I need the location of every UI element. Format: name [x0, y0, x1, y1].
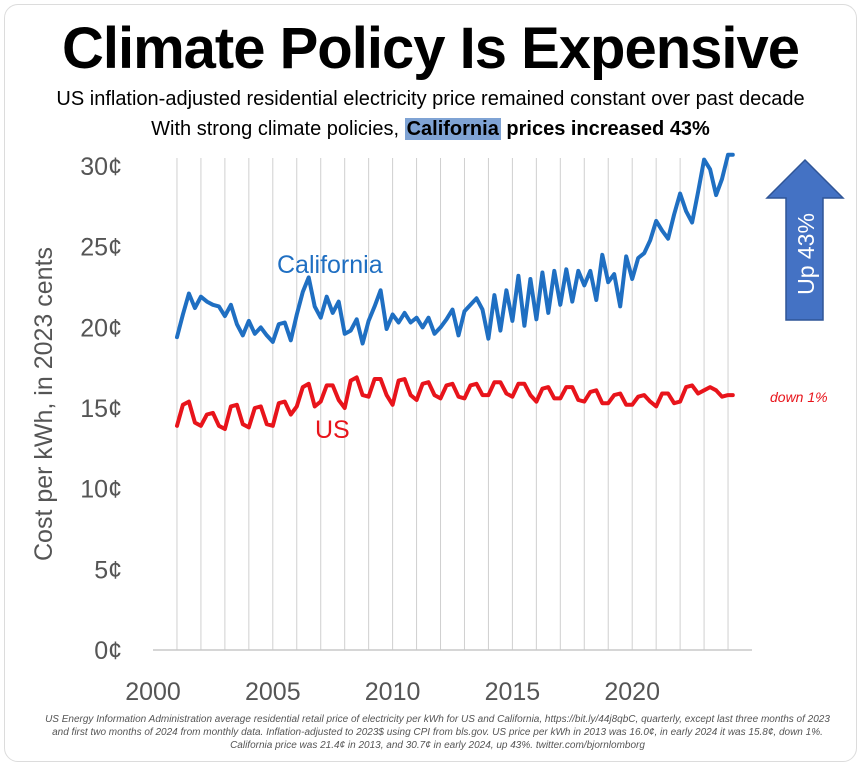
x-tick-label: 2020 [604, 678, 660, 706]
y-tick-label: 30¢ [80, 153, 122, 181]
up-arrow-icon [765, 158, 845, 321]
subtitle-2-suffix: prices increased 43% [500, 118, 710, 140]
y-tick-label: 10¢ [80, 476, 122, 504]
series-line-us [175, 375, 735, 431]
y-tick-label: 25¢ [80, 234, 122, 262]
us-end-annotation: down 1% [770, 389, 828, 405]
x-tick-label: 2015 [485, 678, 541, 706]
series-label-us: US [315, 416, 350, 444]
y-tick-label: 5¢ [94, 556, 122, 584]
chart-title: Climate Policy Is Expensive [61, 16, 800, 81]
y-axis-label: Cost per kWh, in 2023 cents [30, 247, 58, 561]
y-tick-label: 20¢ [80, 314, 122, 342]
chart-subtitle-1: US inflation-adjusted residential electr… [56, 88, 805, 110]
footnote: US Energy Information Administration ave… [45, 714, 830, 751]
x-tick-label: 2000 [125, 678, 181, 706]
x-tick-label: 2005 [245, 678, 301, 706]
y-tick-label: 0¢ [94, 637, 122, 665]
chart-card: Climate Policy Is Expensive US inflation… [4, 4, 857, 762]
y-tick-label: 15¢ [80, 395, 122, 423]
x-tick-label: 2010 [365, 678, 421, 706]
chart-subtitle-2: With strong climate policies, California… [5, 118, 856, 141]
arrow-annotation: Up 43% [793, 213, 819, 295]
subtitle-2-highlight: California [404, 118, 501, 140]
series-line-california [175, 152, 735, 346]
series-label-california: California [277, 251, 383, 279]
subtitle-2-prefix: With strong climate policies, [151, 118, 405, 140]
